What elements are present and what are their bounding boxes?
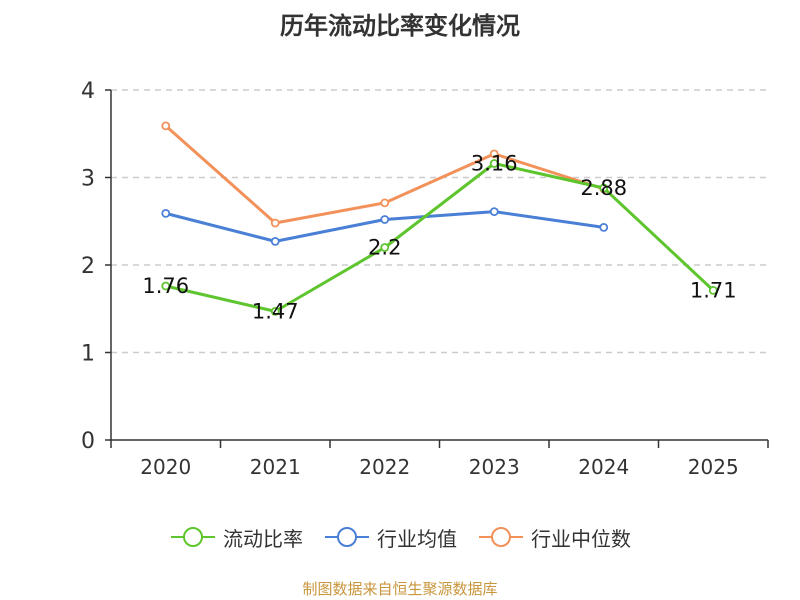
data-point: [380, 215, 390, 224]
x-tick-label: 2025: [688, 455, 739, 479]
plot-area: 0 1 2 3 4 2020 2021 2022 2023 2024 2025 1.76 1.47 2.…: [81, 79, 769, 479]
y-tick-label: 3: [81, 167, 95, 192]
legend: 流动比率 行业均值 行业中位数: [0, 520, 800, 554]
source-note: 制图数据来自恒生聚源数据库: [302, 580, 498, 598]
axis-layer: 0 1 2 3 4 2020 2021 2022 2023 2024 2025: [81, 79, 769, 479]
legend-marker-industry-mean: [325, 527, 369, 547]
x-tick-label: 2022: [359, 455, 410, 479]
data-point: [599, 222, 609, 232]
legend-marker-industry-median: [479, 527, 523, 547]
chart-title: 历年流动比率变化情况: [280, 12, 520, 40]
x-tick-label: 2021: [250, 455, 301, 479]
y-tick-label: 4: [81, 79, 95, 104]
data-point: [380, 243, 390, 252]
data-point: [380, 198, 390, 208]
data-point: [270, 306, 280, 316]
data-point: [270, 218, 280, 228]
legend-item-industry-median[interactable]: 行业中位数: [477, 523, 631, 552]
legend-label-industry-mean: 行业均值: [377, 526, 457, 551]
x-tick-label: 2023: [469, 455, 520, 479]
data-point: [161, 208, 171, 218]
data-point: [599, 183, 609, 193]
data-label: 1.71: [690, 278, 737, 302]
data-point: [161, 121, 171, 131]
data-point: [161, 281, 171, 291]
legend-item-current-ratio[interactable]: 流动比率: [169, 523, 303, 552]
y-tick-label: 0: [81, 429, 95, 454]
legend-item-industry-mean[interactable]: 行业均值: [323, 523, 457, 552]
data-label: 1.47: [252, 299, 299, 323]
data-point: [489, 159, 499, 168]
grid-layer: [111, 89, 768, 354]
y-tick-label: 2: [81, 254, 95, 279]
data-point: [489, 149, 499, 159]
legend-label-industry-median: 行业中位数: [531, 526, 631, 551]
data-label: 2.2: [368, 236, 401, 260]
series-layer: [161, 121, 718, 316]
data-label: 3.16: [471, 152, 518, 176]
legend-label-current-ratio: 流动比率: [223, 526, 303, 551]
data-label: 1.76: [142, 274, 189, 298]
x-tick-label: 2024: [578, 455, 629, 479]
data-point: [489, 207, 499, 217]
series-line-0: [165, 162, 715, 313]
data-point: [270, 236, 280, 246]
data-label: 2.88: [580, 176, 627, 200]
x-tick-label: 2020: [140, 455, 191, 479]
y-tick-label: 1: [81, 342, 95, 367]
data-point: [708, 285, 718, 295]
label-layer: 1.76 1.47 2.2 3.16 2.88 1.71: [142, 152, 736, 324]
legend-marker-current-ratio: [171, 527, 215, 547]
